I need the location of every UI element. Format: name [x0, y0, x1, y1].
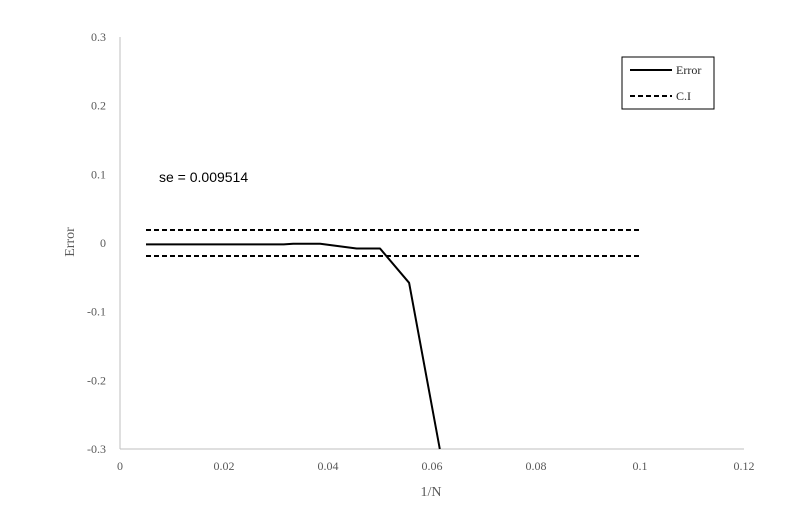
error-series-line	[146, 242, 441, 450]
x-tick-label: 0.12	[734, 459, 755, 473]
y-tick-label: 0.3	[91, 30, 106, 44]
x-tick-label: 0.04	[318, 459, 339, 473]
y-tick-label: 0.2	[91, 99, 106, 113]
tick-labels: 0 0.02 0.04 0.06 0.08 0.1 0.12 0.3 0.2 0.1 0 -0.1 -0…	[87, 30, 755, 473]
y-tick-label: -0.1	[87, 305, 106, 319]
y-tick-label: -0.2	[87, 373, 106, 387]
series	[146, 228, 640, 450]
axes	[119, 37, 744, 450]
x-tick-label: 0.02	[214, 459, 235, 473]
y-axis-title: Error	[63, 227, 78, 257]
x-tick-label: 0.06	[422, 459, 443, 473]
y-tick-label: -0.3	[87, 442, 106, 456]
x-axis-title: 1/N	[421, 485, 442, 500]
x-tick-label: 0.1	[633, 459, 648, 473]
legend: Error C.I	[621, 56, 715, 110]
se-annotation: se = 0.009514	[159, 169, 248, 185]
legend-box	[621, 56, 715, 110]
legend-label-ci: C.I	[676, 89, 691, 103]
y-tick-label: 0.1	[91, 167, 106, 181]
legend-label-error: Error	[676, 63, 701, 77]
y-tick-label: 0	[100, 236, 106, 250]
x-tick-label: 0.08	[526, 459, 547, 473]
x-tick-label: 0	[117, 459, 123, 473]
